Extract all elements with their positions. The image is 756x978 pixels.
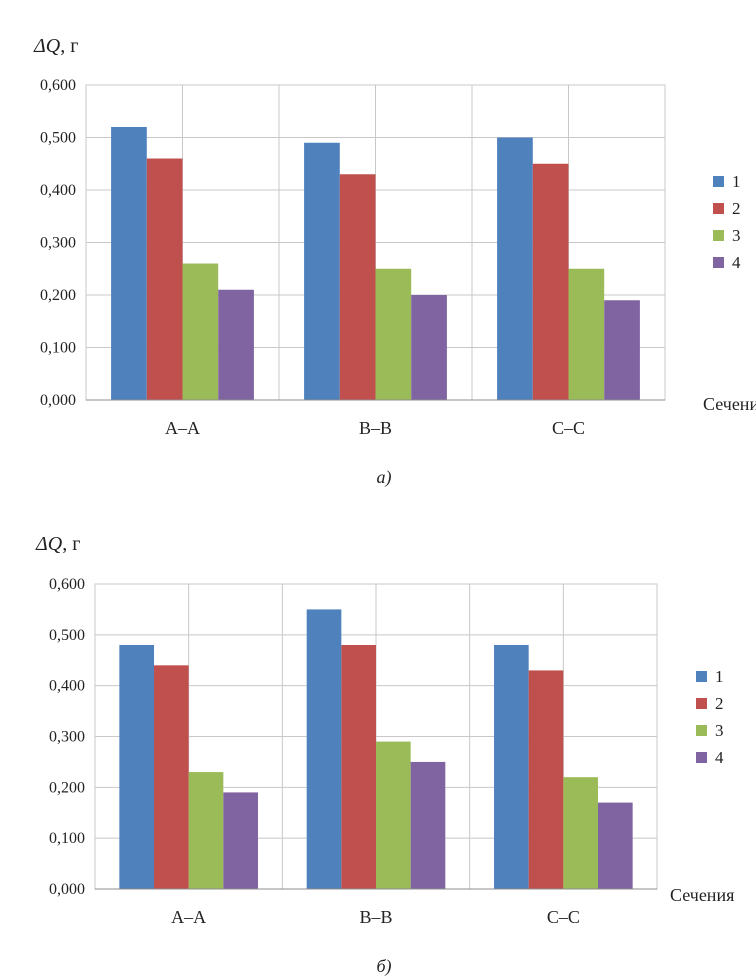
chart-b-legend-label-1: 1 xyxy=(715,667,724,686)
chart-b: 0,000 0,100 0,200 0,300 0,400 0,500 0,600 А–А В–… xyxy=(0,500,756,978)
chart-a-bar-1-series-1 xyxy=(111,127,147,400)
chart-b-legend-swatch-2 xyxy=(696,698,707,709)
chart-b-legend-swatch-4 xyxy=(696,752,707,763)
chart-b-bar-3-series-2 xyxy=(528,670,564,889)
chart-a-legend-label-1: 1 xyxy=(732,172,741,191)
chart-a: 0,000 0,100 0,200 0,300 0,400 0,500 0,600 А–А В–… xyxy=(33,35,756,488)
chart-a-bar-3-series-4 xyxy=(604,300,640,400)
chart-a-ytick-label: 0,400 xyxy=(40,182,76,199)
chart-b-bar-3-series-1 xyxy=(494,645,529,889)
chart-b-bar-2-series-4 xyxy=(410,761,446,889)
chart-b-bar-1-series-4 xyxy=(223,792,258,889)
chart-b-bar-2-series-3 xyxy=(376,741,411,889)
chart-a-legend-swatch-2 xyxy=(713,203,724,214)
chart-b-ytick-label: 0,400 xyxy=(49,678,85,695)
chart-b-ytick-label: 0,300 xyxy=(49,729,85,746)
chart-a-legend-label-4: 4 xyxy=(732,253,741,272)
chart-a-svg: 0,000 0,100 0,200 0,300 0,400 0,500 0,600 А–А В–… xyxy=(33,35,756,488)
chart-a-ytick-label: 0,500 xyxy=(40,130,76,147)
chart-b-bar-1-series-3 xyxy=(188,772,224,889)
chart-b-ytick-label: 0,600 xyxy=(49,576,85,593)
chart-b-bar-2-series-1 xyxy=(306,609,342,889)
chart-a-legend-label-2: 2 xyxy=(732,199,741,218)
chart-b-ytick-label: 0,200 xyxy=(49,779,85,796)
chart-a-bar-2-series-3 xyxy=(375,268,412,400)
chart-a-category-label: В–В xyxy=(359,418,392,438)
chart-a-ytick-label: 0,100 xyxy=(40,340,76,357)
chart-b-legend-label-3: 3 xyxy=(715,721,724,740)
chart-b-x-axis-label: Сечения xyxy=(670,885,734,905)
chart-a-legend-swatch-1 xyxy=(713,176,724,187)
chart-a-bar-1-series-3 xyxy=(182,263,219,400)
chart-b-legend-label-2: 2 xyxy=(715,694,724,713)
chart-a-bar-1-series-4 xyxy=(218,289,254,400)
chart-b-bar-1-series-2 xyxy=(154,665,189,889)
chart-b-ytick-label: 0,100 xyxy=(49,830,85,847)
chart-a-bar-3-series-3 xyxy=(568,268,605,400)
chart-b-category-label: В–В xyxy=(359,907,392,927)
chart-b-svg: 0,000 0,100 0,200 0,300 0,400 0,500 0,600 А–А В–… xyxy=(35,533,734,977)
chart-a-bar-2-series-4 xyxy=(411,295,447,400)
chart-b-y-axis-label: ΔQ, г xyxy=(35,533,80,555)
chart-a-bar-2-series-2 xyxy=(339,174,376,400)
chart-a-category-label: А–А xyxy=(165,418,200,438)
chart-a-category-label: С–С xyxy=(552,418,585,438)
chart-a-bar-3-series-1 xyxy=(497,137,533,400)
chart-b-caption: б) xyxy=(376,956,391,977)
chart-b-legend-label-4: 4 xyxy=(715,748,724,767)
chart-a-legend-label-3: 3 xyxy=(732,226,741,245)
chart-a-bar-1-series-2 xyxy=(146,158,183,400)
chart-a-legend-swatch-4 xyxy=(713,257,724,268)
chart-a-ytick-label: 0,300 xyxy=(40,235,76,252)
chart-a-ytick-label: 0,000 xyxy=(40,392,76,409)
chart-b-ytick-label: 0,000 xyxy=(49,881,85,898)
chart-a-bar-2-series-1 xyxy=(304,142,340,400)
chart-a-x-axis-label: Сечения xyxy=(703,394,756,414)
chart-a-legend-swatch-3 xyxy=(713,230,724,241)
chart-b-bar-3-series-3 xyxy=(563,777,598,889)
chart-b-legend-swatch-1 xyxy=(696,671,707,682)
chart-a-ytick-label: 0,200 xyxy=(40,287,76,304)
chart-b-legend-swatch-3 xyxy=(696,725,707,736)
chart-a-y-axis-label: ΔQ, г xyxy=(33,35,78,57)
chart-b-bar-1-series-1 xyxy=(119,645,155,889)
chart-a-bar-3-series-2 xyxy=(532,163,569,400)
chart-a-ytick-label: 0,600 xyxy=(40,77,76,94)
chart-b-category-label: А–А xyxy=(171,907,206,927)
chart-b-category-label: С–С xyxy=(547,907,580,927)
chart-b-ytick-label: 0,500 xyxy=(49,627,85,644)
chart-b-bar-2-series-2 xyxy=(341,645,376,889)
chart-a-caption: а) xyxy=(377,467,392,488)
chart-b-bar-3-series-4 xyxy=(597,802,633,889)
